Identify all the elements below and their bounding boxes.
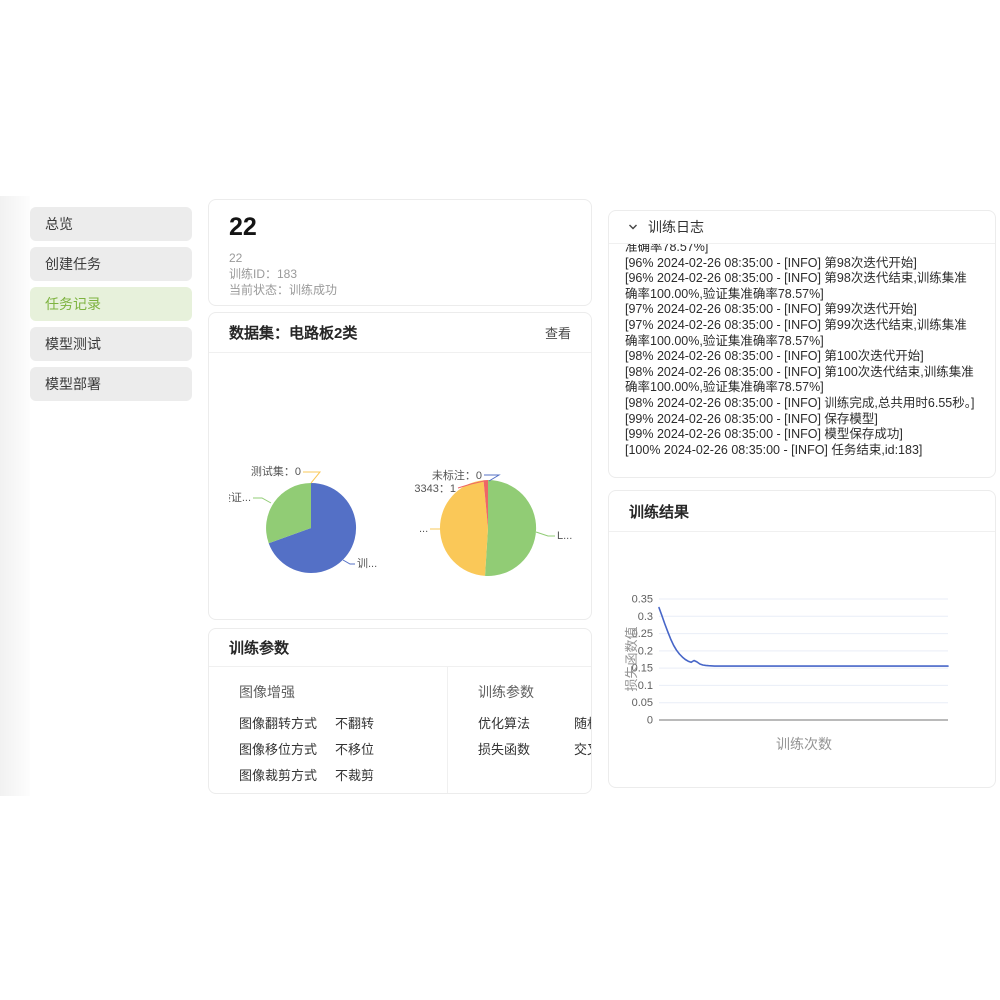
pie2-class2-label: 3343：1 [414,483,456,495]
svg-text:0.35: 0.35 [632,594,653,606]
svg-text:0.1: 0.1 [638,680,653,692]
log-line: [99% 2024-02-26 08:35:00 - [INFO] 模型保存成功… [625,427,903,442]
log-line: [100% 2024-02-26 08:35:00 - [INFO] 任务结束,… [625,442,923,457]
log-card-title: 训练日志 [648,219,704,235]
param-row: 图像翻转方式 不翻转 [239,716,375,731]
loss-chart-xlabel: 训练次数 [776,736,832,752]
log-line: [96% 2024-02-26 08:35:00 - [INFO] 第98次迭代… [625,271,967,301]
task-train-id: 训练ID：183 [229,267,298,281]
dataset-card-title: 数据集：电路板2类 [229,325,358,342]
result-card-title: 训练结果 [629,503,690,521]
sidebar-item-1[interactable]: 总览 [30,207,192,241]
training-log-card: 训练日志 准确率78.57%] [96% 2024-02-26 08:35:00 … [608,210,996,478]
param-row: 图像裁剪方式 不裁剪 [239,768,375,783]
params-card-title: 训练参数 [229,640,290,657]
training-rows: 优化算法随机梯度下降 SGD 损失函数交叉熵 [478,715,591,758]
loss-curve-chart: 0 0.05 0.1 0.15 0.2 0.25 0.3 0.35 损失函数值 训练次数 [624,594,949,752]
param-row: 损失函数交叉熵 [478,742,591,757]
chevron-down-icon [629,224,637,230]
task-summary-card: 22 22 训练ID：183 当前状态：训练成功 [208,199,592,306]
dataset-card: 数据集：电路板2类 查看 测试集：0 验证... 训... 未标注：0 3343… [208,312,592,620]
pie2-unlabeled-label: 未标注：0 [432,468,482,482]
dataset-split-pie-chart: 测试集：0 验证... 训... [229,464,377,573]
log-line: [99% 2024-02-26 08:35:00 - [INFO] 保存模型] [625,411,878,426]
log-line: 准确率78.57%] [625,244,709,254]
pie2-class0-label: L... [557,530,572,542]
svg-text:0.05: 0.05 [632,697,653,709]
param-row: 图像移位方式 不移位 [239,742,375,757]
log-line: [98% 2024-02-26 08:35:00 - [INFO] 第100次迭… [625,364,974,395]
log-line: [98% 2024-02-26 08:35:00 - [INFO] 第100次迭… [625,349,924,364]
sidebar-item-2[interactable]: 创建任务 [30,247,192,281]
annotation-pie-chart: 未标注：0 3343：1 ... L... [414,468,572,576]
log-body[interactable]: 准确率78.57%] [96% 2024-02-26 08:35:00 - [IN… [609,244,995,474]
svg-text:0.25: 0.25 [632,628,653,640]
pie2-class1-label: ... [419,523,428,535]
dataset-pie-charts: 测试集：0 验证... 训... 未标注：0 3343：1 ... L... [209,353,591,619]
svg-text:0.2: 0.2 [638,645,653,657]
task-name: 22 [229,251,243,265]
task-title: 22 [229,213,257,241]
pie1-val-label: 验证... [229,490,251,504]
pie1-train-label: 训... [357,557,377,570]
svg-text:0.3: 0.3 [638,611,653,623]
svg-text:0: 0 [647,715,653,727]
svg-text:0.15: 0.15 [632,663,653,675]
augment-column: 图像增强 图像翻转方式 不翻转 图像移位方式 不移位 图像裁剪方式 不裁剪 [209,667,448,793]
training-column: 训练参数 优化算法随机梯度下降 SGD 损失函数交叉熵 [448,667,591,793]
loss-chart-ylabel: 损失函数值 [624,626,639,691]
pie1-test-label: 测试集：0 [251,464,301,478]
log-line: [97% 2024-02-26 08:35:00 - [INFO] 第99次迭代… [625,302,917,317]
sidebar-item-5[interactable]: 模型部署 [30,367,192,401]
training-title: 训练参数 [478,684,534,700]
log-line: [97% 2024-02-26 08:35:00 - [INFO] 第99次迭代… [625,317,967,348]
view-dataset-button[interactable]: 查看 [544,326,571,341]
log-line: [96% 2024-02-26 08:35:00 - [INFO] 第98次迭代… [625,255,917,270]
augment-title: 图像增强 [239,684,295,700]
training-result-card: 训练结果 0 0.05 0.1 0.15 0.2 0.25 0.3 0.35 损失函数值 训练… [608,490,996,788]
left-edge-shade [0,196,30,796]
log-line: [98% 2024-02-26 08:35:00 - [INFO] 训练完成,总… [625,395,975,410]
sidebar-item-4[interactable]: 模型测试 [30,327,192,361]
training-log-header[interactable]: 训练日志 [609,211,995,244]
task-status: 当前状态：训练成功 [229,283,338,297]
param-row: 优化算法随机梯度下降 SGD [478,716,591,731]
augment-rows: 图像翻转方式 不翻转 图像移位方式 不移位 图像裁剪方式 不裁剪 [239,715,447,784]
sidebar-item-3[interactable]: 任务记录 [30,287,192,321]
training-params-card: 训练参数 图像增强 图像翻转方式 不翻转 图像移位方式 不移位 图像裁剪方式 不裁剪 训练… [208,628,592,794]
sidebar: 总览创建任务任务记录模型测试模型部署 [30,207,192,407]
